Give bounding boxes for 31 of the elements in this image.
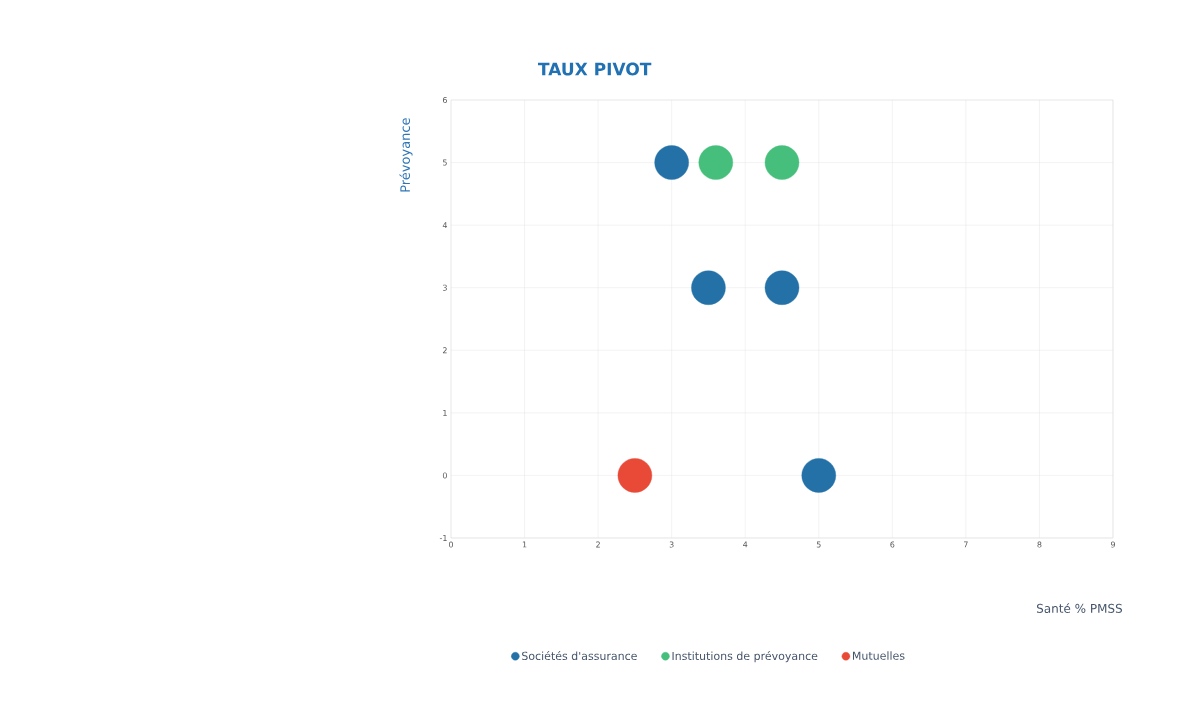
y-tick-label: 4 [442,222,448,229]
y-tick-label: 1 [443,409,447,416]
point [654,145,689,180]
y-tick-label: 5 [442,159,447,166]
x-tick-label: 1 [522,541,527,548]
y-tick-label: 0 [442,472,447,479]
y-axis-title: Prévoyance [399,118,413,192]
x-tick-label: 4 [743,541,748,548]
x-tick-label: 6 [890,541,895,548]
point [764,145,800,180]
x-tick-label: 8 [1037,541,1042,548]
point [698,145,733,180]
y-tick-label: 2 [442,347,447,354]
x-tick-label: 9 [1110,541,1115,548]
x-tick-label: 5 [816,541,821,548]
y-tick-label: -1 [439,535,447,541]
x-tick-label: 0 [449,541,454,548]
x-axis-title: Santé % PMSS [1036,603,1123,613]
x-tick-label: 3 [669,541,674,548]
point [801,458,836,493]
legend-label: Mutuelles [852,651,905,660]
point [764,270,800,305]
y-tick-label: 6 [442,96,447,104]
y-tick-label: 3 [442,284,447,291]
chart-title: TAUX PIVOT [538,62,652,76]
x-tick-label: 7 [964,541,968,548]
legend-label: Institutions de prévoyance [672,651,818,663]
legend-label: Sociétés d'assurance [522,651,637,661]
x-tick-label: 2 [596,541,600,548]
point [617,458,653,493]
point [691,270,726,305]
